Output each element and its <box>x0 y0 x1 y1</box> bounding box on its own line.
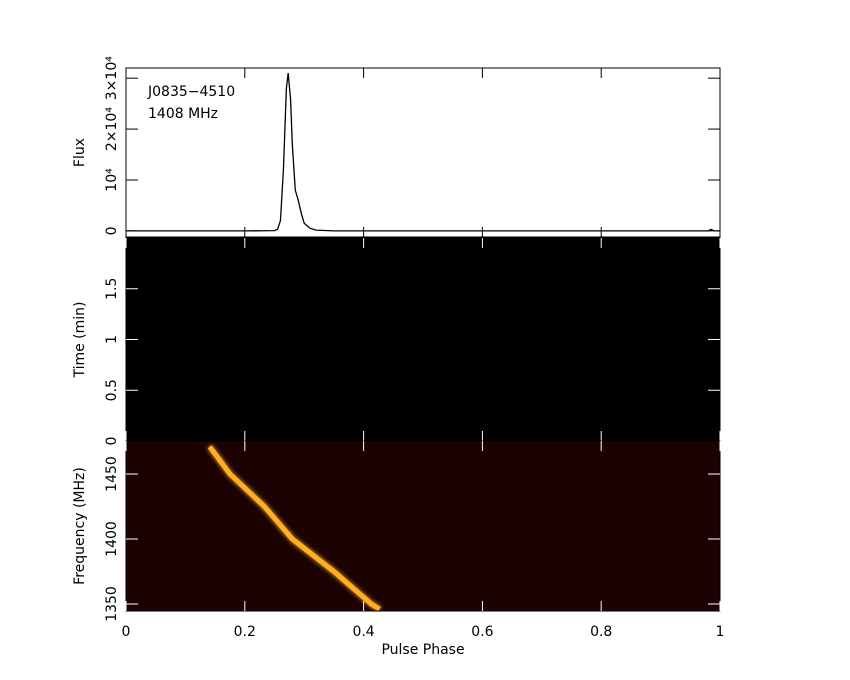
y-tick-label: 1.5 <box>104 278 120 300</box>
x-tick-label: 0.4 <box>352 624 374 640</box>
profile-line <box>126 73 720 232</box>
y-tick-label: 1 <box>104 335 120 344</box>
y-axis-label: Flux <box>72 138 88 167</box>
x-tick-label: 1 <box>716 624 725 640</box>
image-background <box>126 238 720 441</box>
y-tick-label: 10⁴ <box>104 168 120 192</box>
x-tick-label: 0.6 <box>471 624 493 640</box>
y-tick-label: 0 <box>104 226 120 235</box>
y-axis-label: Time (min) <box>72 301 88 378</box>
y-tick-label: 1400 <box>104 521 120 557</box>
annotation: J0835−4510 <box>147 84 235 100</box>
y-tick-label: 2×10⁴ <box>104 107 120 151</box>
annotation: 1408 MHz <box>148 106 218 122</box>
panel-frame <box>125 67 721 238</box>
y-tick-label: 3×10⁴ <box>104 56 120 100</box>
pulse-track <box>207 445 381 612</box>
y-tick-label: 1450 <box>104 456 120 492</box>
x-axis-label: Pulse Phase <box>381 642 464 658</box>
y-tick-label: 0 <box>104 437 120 446</box>
x-tick-label: 0.2 <box>234 624 256 640</box>
x-tick-label: 0.8 <box>590 624 612 640</box>
image-background <box>126 441 720 611</box>
y-axis-label: Frequency (MHz) <box>72 467 88 585</box>
y-tick-label: 0.5 <box>104 379 120 401</box>
panel-frame <box>125 440 721 612</box>
y-tick-label: 1350 <box>104 586 120 622</box>
x-tick-label: 0 <box>122 624 131 640</box>
